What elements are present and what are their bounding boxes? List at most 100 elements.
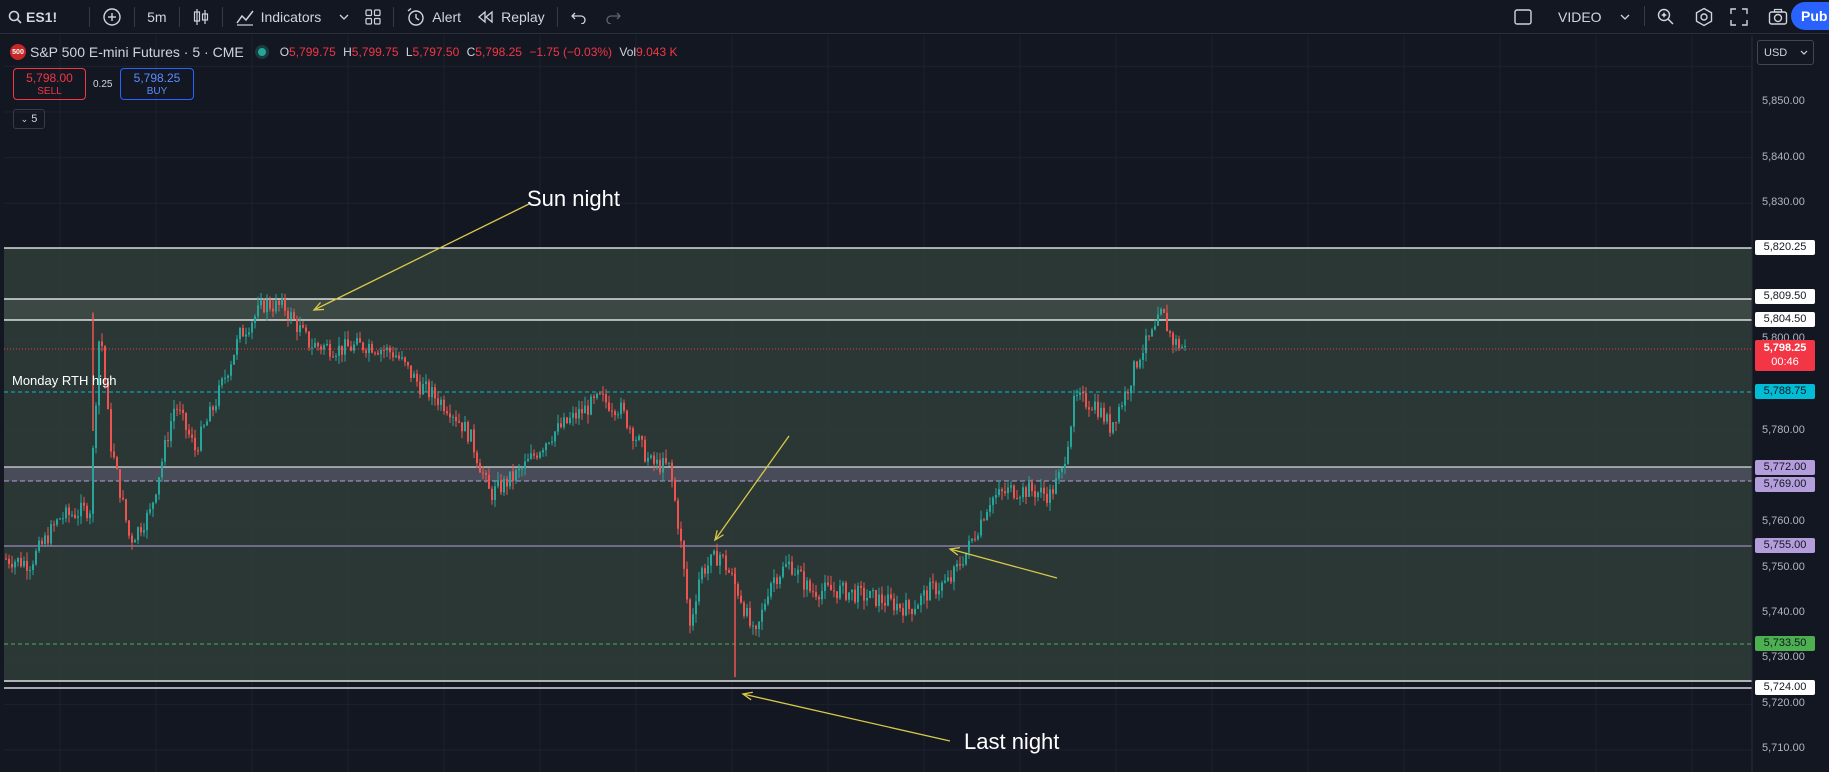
candle-body xyxy=(332,356,334,358)
candle-body xyxy=(230,364,232,376)
candle-body xyxy=(413,373,415,378)
indicators-button[interactable]: Indicators xyxy=(227,0,358,33)
candle-body xyxy=(590,396,592,415)
alert-label: Alert xyxy=(432,8,462,25)
candle-body xyxy=(812,591,814,593)
sell-label: SELL xyxy=(37,86,62,97)
currency-select[interactable]: USD xyxy=(1757,40,1814,65)
candle-body xyxy=(908,600,910,610)
candle-body xyxy=(629,427,631,429)
interval-button[interactable]: 5m xyxy=(147,8,167,25)
price-tick: 5,760.00 xyxy=(1762,515,1805,527)
candle-body xyxy=(530,453,532,459)
candle-body xyxy=(698,579,700,602)
candle-body xyxy=(512,471,514,481)
candle-body xyxy=(461,422,463,432)
candle-body xyxy=(593,396,595,398)
candle-body xyxy=(497,480,499,487)
candle-body xyxy=(746,607,748,616)
candle-body xyxy=(296,319,298,332)
candle-body xyxy=(38,540,40,551)
candle-body xyxy=(551,441,553,443)
sell-button[interactable]: 5,798.00 SELL xyxy=(13,68,86,100)
candle-body xyxy=(782,566,784,577)
last-night-annotation[interactable]: Last night xyxy=(964,729,1060,754)
video-button[interactable]: VIDEO xyxy=(1550,0,1638,33)
snapshot-button[interactable] xyxy=(1760,0,1796,33)
replay-button[interactable]: Replay xyxy=(469,0,553,33)
candle-body xyxy=(962,564,964,566)
indicators-collapse-button[interactable]: ⌄ 5 xyxy=(13,109,45,129)
candle-body xyxy=(728,570,730,573)
candle-body xyxy=(62,518,64,520)
layouts-button[interactable] xyxy=(357,0,389,33)
candle-body xyxy=(302,325,304,328)
divider xyxy=(556,6,558,27)
candle-body xyxy=(1073,395,1075,427)
shaded-zone xyxy=(4,299,1752,320)
candle-body xyxy=(596,393,598,398)
market-status-dot[interactable] xyxy=(257,48,266,56)
candle-body xyxy=(137,527,139,541)
candle-body xyxy=(875,590,877,606)
candle-body xyxy=(929,581,931,601)
monday-rth-annotation[interactable]: Monday RTH high xyxy=(12,373,117,388)
candle-body xyxy=(1142,353,1144,360)
candle-body xyxy=(704,568,706,574)
quick-search-button[interactable] xyxy=(1648,0,1684,33)
candle-body xyxy=(371,343,373,353)
redo-button[interactable] xyxy=(596,0,630,33)
price-tick: 5,840.00 xyxy=(1762,151,1805,163)
candle-body xyxy=(143,530,145,533)
fullscreen-button[interactable] xyxy=(1722,0,1756,33)
candle-body xyxy=(806,580,808,590)
plus-circle-icon xyxy=(102,7,122,27)
candle-body xyxy=(1151,329,1153,337)
candle-body xyxy=(182,409,184,413)
candle-body xyxy=(164,440,166,462)
candle-body xyxy=(578,408,580,419)
change-value: −1.75 (−0.03%) xyxy=(529,45,613,59)
candle-body xyxy=(1175,338,1177,345)
candle-body xyxy=(773,577,775,584)
candle-body xyxy=(50,524,52,544)
candle-body xyxy=(185,412,187,430)
candle-body xyxy=(923,590,925,596)
alert-button[interactable]: Alert xyxy=(398,0,469,33)
last-price-label: 5,798.25 00:46 xyxy=(1755,340,1815,371)
candle-body xyxy=(1055,478,1057,494)
candle-body xyxy=(536,455,538,458)
sun-night-annotation[interactable]: Sun night xyxy=(527,186,620,211)
candle-body xyxy=(260,300,262,306)
symbol-title[interactable]: S&P 500 E-mini Futures · 5 · CME xyxy=(30,44,244,60)
grid-icon xyxy=(365,8,381,25)
candlestick-series xyxy=(5,293,1186,678)
candle-body xyxy=(356,338,358,345)
publish-button[interactable]: Pub xyxy=(1791,2,1829,30)
candle-body xyxy=(1121,405,1123,407)
candle-body xyxy=(299,325,301,332)
symbol-search[interactable]: ES1! xyxy=(0,0,65,33)
candle-body xyxy=(353,344,355,351)
candle-body xyxy=(956,563,958,567)
undo-button[interactable] xyxy=(562,0,596,33)
compare-button[interactable] xyxy=(94,0,130,33)
candle-body xyxy=(635,439,637,441)
candle-body xyxy=(422,384,424,395)
chart-type-button[interactable] xyxy=(184,0,218,33)
buy-button[interactable]: 5,798.25 BUY xyxy=(120,68,194,100)
settings-button[interactable] xyxy=(1686,0,1722,33)
candle-body xyxy=(659,459,661,473)
symbol-label: ES1! xyxy=(26,8,58,25)
price-chart[interactable] xyxy=(4,36,1829,772)
candle-body xyxy=(932,581,934,583)
candle-body xyxy=(452,416,454,418)
candle-body xyxy=(644,439,646,462)
candle-body xyxy=(188,429,190,435)
candle-body xyxy=(221,378,223,386)
high-key: H xyxy=(343,45,352,59)
candle-body xyxy=(758,621,760,630)
candle-body xyxy=(467,421,469,442)
fullscreen-toggle[interactable] xyxy=(1505,0,1541,33)
shaded-zone xyxy=(4,467,1752,481)
